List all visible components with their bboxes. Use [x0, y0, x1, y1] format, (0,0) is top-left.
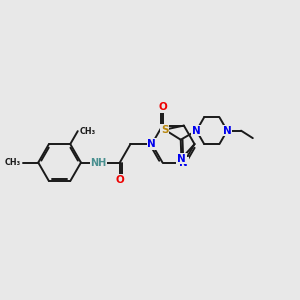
Text: S: S [161, 125, 168, 135]
Text: CH₃: CH₃ [79, 127, 95, 136]
Text: CH₃: CH₃ [5, 158, 21, 167]
Text: N: N [179, 158, 188, 168]
Text: O: O [116, 175, 124, 185]
Text: O: O [158, 102, 167, 112]
Text: N: N [223, 126, 232, 136]
Text: N: N [177, 154, 186, 164]
Text: N: N [148, 139, 156, 149]
Text: N: N [192, 126, 201, 136]
Text: NH: NH [90, 158, 106, 168]
